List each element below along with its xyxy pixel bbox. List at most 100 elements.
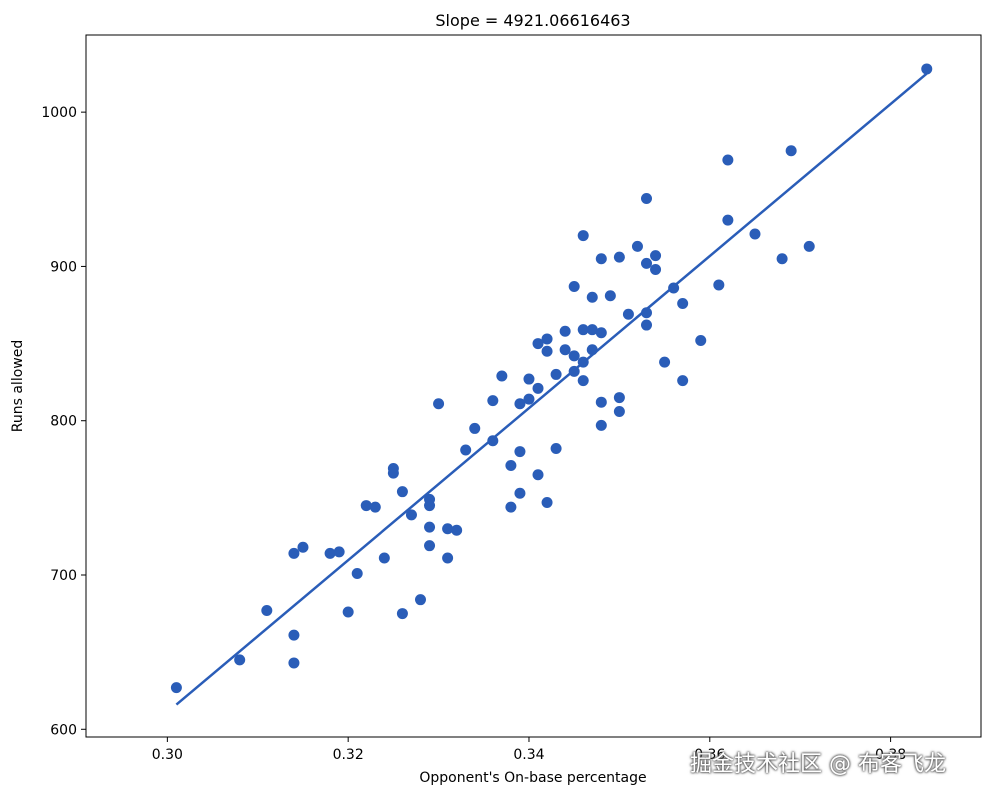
data-point-83 (722, 214, 734, 226)
regression-line (175, 72, 928, 706)
data-point-68 (622, 308, 634, 320)
data-point-3 (288, 629, 300, 641)
x-tick-label-3: 0.36 (694, 747, 725, 763)
data-point-9 (342, 606, 354, 618)
y-tick-label-1: 700 (50, 568, 77, 584)
data-point-0 (170, 682, 182, 694)
x-tick-label-4: 0.38 (875, 747, 906, 763)
data-point-49 (559, 344, 571, 356)
data-point-38 (523, 373, 535, 385)
data-point-87 (803, 240, 815, 252)
data-point-34 (505, 501, 517, 513)
data-point-23 (424, 540, 436, 552)
data-point-42 (532, 469, 544, 481)
data-point-30 (487, 395, 499, 407)
data-point-22 (424, 521, 436, 533)
data-point-79 (677, 375, 689, 387)
data-point-63 (595, 419, 607, 431)
data-point-26 (442, 552, 454, 564)
data-point-5 (288, 547, 300, 559)
y-tick-label-0: 600 (50, 722, 77, 738)
data-point-19 (414, 594, 426, 606)
data-point-47 (550, 442, 562, 454)
data-point-12 (369, 501, 381, 513)
x-tick-label-0: 0.30 (152, 747, 183, 763)
data-point-53 (577, 230, 589, 242)
data-point-74 (650, 250, 662, 262)
y-tick-label-2: 800 (50, 414, 77, 430)
data-point-50 (568, 280, 580, 292)
data-point-43 (541, 333, 553, 345)
data-point-7 (324, 547, 336, 559)
data-point-67 (613, 405, 625, 417)
data-point-82 (722, 154, 734, 166)
data-point-31 (487, 435, 499, 447)
data-point-40 (532, 338, 544, 350)
data-point-75 (650, 264, 662, 276)
data-point-70 (641, 193, 653, 205)
data-point-64 (604, 290, 616, 302)
data-point-44 (541, 345, 553, 357)
data-point-41 (532, 382, 544, 394)
data-point-51 (568, 350, 580, 362)
data-point-65 (613, 251, 625, 263)
plot-area (170, 63, 933, 706)
data-point-69 (631, 240, 643, 252)
x-axis-label: Opponent's On-base percentage (419, 770, 646, 786)
x-axis: 0.30 0.32 0.34 0.36 0.38 (152, 737, 906, 763)
data-point-61 (595, 327, 607, 339)
data-point-57 (586, 291, 598, 303)
data-point-27 (451, 524, 463, 536)
data-point-1 (234, 654, 246, 666)
y-axis: 600 700 800 900 1000 (41, 105, 86, 738)
data-point-86 (785, 145, 797, 157)
chart-title: Slope = 4921.06616463 (435, 11, 630, 30)
data-point-24 (433, 398, 445, 410)
data-point-76 (659, 356, 671, 368)
data-point-25 (442, 523, 454, 535)
y-axis-label: Runs allowed (10, 340, 26, 432)
data-point-6 (297, 541, 309, 553)
data-point-48 (559, 325, 571, 337)
y-tick-label-3: 900 (50, 259, 77, 275)
x-tick-label-1: 0.32 (333, 747, 364, 763)
data-point-81 (713, 279, 725, 291)
data-point-4 (288, 657, 300, 669)
data-point-71 (641, 257, 653, 269)
data-point-80 (695, 334, 707, 346)
data-point-8 (333, 546, 345, 558)
data-point-45 (541, 496, 553, 508)
data-point-2 (261, 604, 273, 616)
data-point-60 (595, 253, 607, 265)
data-point-84 (749, 228, 761, 240)
data-point-17 (396, 608, 408, 620)
data-point-21 (424, 500, 436, 512)
data-point-54 (577, 324, 589, 336)
data-point-37 (514, 487, 526, 499)
data-point-33 (505, 459, 517, 471)
data-point-13 (378, 552, 390, 564)
data-point-39 (523, 393, 535, 405)
data-point-15 (387, 467, 399, 479)
data-point-73 (641, 319, 653, 331)
data-point-16 (396, 486, 408, 498)
data-point-56 (577, 375, 589, 387)
data-point-36 (514, 446, 526, 458)
watermark: 掘金技术社区 @ 布客飞龙 (690, 752, 946, 777)
data-point-11 (360, 500, 372, 512)
data-point-88 (921, 63, 933, 75)
data-point-46 (550, 368, 562, 380)
data-point-29 (469, 422, 481, 434)
data-point-18 (405, 509, 417, 521)
y-tick-label-4: 1000 (41, 105, 77, 121)
data-point-62 (595, 396, 607, 408)
axes-frame (85, 34, 982, 738)
data-point-32 (496, 370, 508, 382)
x-tick-label-2: 0.34 (513, 747, 544, 763)
data-point-85 (776, 253, 788, 265)
data-point-10 (351, 567, 363, 579)
data-point-28 (460, 444, 472, 456)
data-point-78 (677, 297, 689, 309)
data-point-66 (613, 392, 625, 404)
